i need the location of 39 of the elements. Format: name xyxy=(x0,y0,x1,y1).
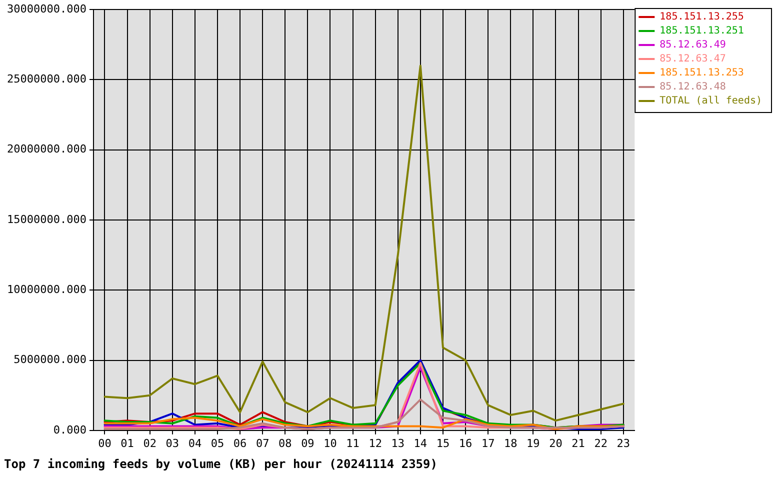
x-tick-label: 06 xyxy=(233,436,247,450)
legend-label: 185.151.13.251 xyxy=(660,26,744,37)
x-tick-label: 18 xyxy=(504,436,518,450)
x-tick-label: 17 xyxy=(481,436,495,450)
y-tick-label: 25000000.000 xyxy=(6,72,86,86)
x-tick-label: 22 xyxy=(594,436,608,450)
x-tick-label: 05 xyxy=(210,436,224,450)
x-tick-label: 08 xyxy=(278,436,292,450)
y-tick-label: 10000000.000 xyxy=(6,282,86,296)
text: Top 7 incoming feeds by volume (KB) per hour (20241114 2359) xyxy=(4,456,438,471)
y-tick-label: 5000000.000 xyxy=(14,353,86,366)
x-tick-label: 19 xyxy=(526,436,540,450)
legend-label: TOTAL (all feeds) xyxy=(660,96,762,107)
x-tick-label: 20 xyxy=(549,436,562,450)
legend-label: 85.12.63.48 xyxy=(660,82,726,93)
x-tick-label: 10 xyxy=(324,436,337,450)
y-tick-label: 15000000.000 xyxy=(6,212,86,226)
x-tick-label: 01 xyxy=(120,436,134,450)
x-tick-label: 13 xyxy=(391,436,405,450)
x-tick-label: 11 xyxy=(346,436,360,450)
x-tick-label: 04 xyxy=(188,436,202,450)
x-tick-label: 15 xyxy=(436,436,450,450)
x-tick-label: 23 xyxy=(616,436,630,450)
legend-label: 185.151.13.255 xyxy=(660,12,744,23)
legend-label: 85.12.63.49 xyxy=(660,40,726,51)
x-tick-label: 07 xyxy=(256,436,270,450)
x-tick-label: 12 xyxy=(368,436,382,450)
x-tick-label: 16 xyxy=(458,436,472,450)
y-tick-label: 30000000.000 xyxy=(6,2,86,16)
x-tick-label: 09 xyxy=(301,436,314,450)
legend-label: 185.151.13.253 xyxy=(660,68,744,79)
x-tick-label: 21 xyxy=(572,436,585,450)
x-tick-label: 14 xyxy=(414,436,428,450)
x-tick-label: 03 xyxy=(166,436,180,450)
x-tick-label: 02 xyxy=(143,436,156,450)
y-tick-label: 0.000 xyxy=(53,423,86,436)
legend-label: 85.12.63.47 xyxy=(660,54,726,65)
x-tick-label: 00 xyxy=(98,436,112,450)
y-tick-label: 20000000.000 xyxy=(6,142,86,156)
